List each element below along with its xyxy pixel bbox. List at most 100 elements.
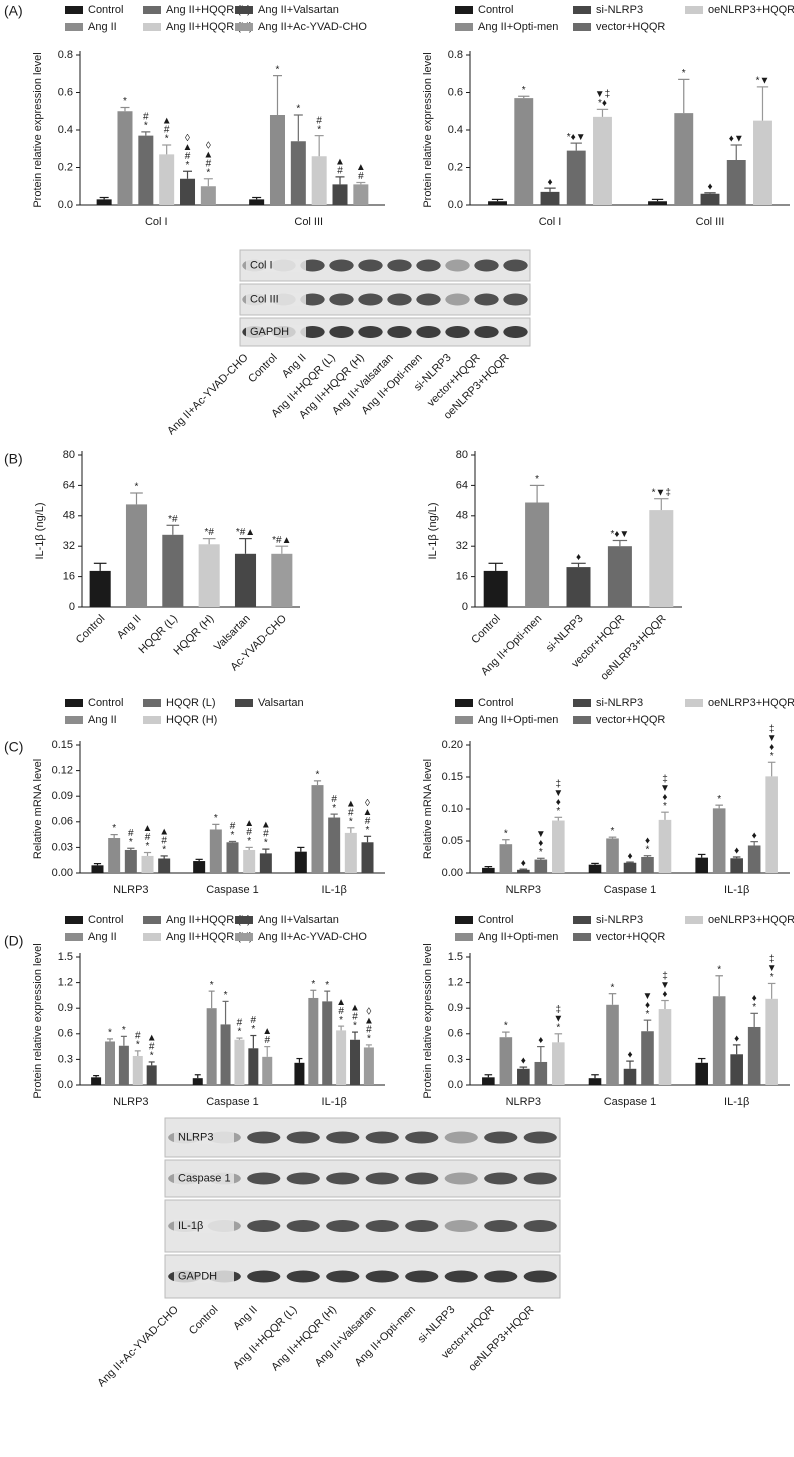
significance-marker: * [366,825,370,836]
y-tick-label: 80 [63,449,75,461]
significance-marker: ♦ [645,1000,650,1011]
significance-marker: ♦ [538,838,543,849]
blot-row-label: GAPDH [250,326,289,338]
significance-marker: * [162,845,166,856]
significance-marker: * [311,979,315,990]
bar [712,808,726,873]
bar [146,1065,157,1085]
bar [525,502,550,607]
bar [517,1068,530,1085]
significance-marker: ▼ [660,980,670,991]
bar [206,1008,217,1085]
significance-marker: *#▲ [272,535,291,546]
significance-marker: ▲ [261,820,271,831]
significance-marker: ♦ [662,792,667,803]
blot-band [523,1220,557,1232]
significance-marker: # [348,807,354,818]
significance-marker: ♦ [627,851,632,862]
bar [765,998,778,1085]
legend-swatch [65,699,83,707]
y-tick-label: 0.00 [52,867,73,879]
significance-marker: ‡ [769,954,775,965]
bar [499,844,513,873]
significance-marker: * [316,769,320,780]
bar [695,857,708,873]
significance-marker: * [210,980,214,991]
bar [220,1024,231,1085]
x-tick-label: Col I [145,216,168,228]
significance-marker: # [263,829,269,840]
blot-band [329,326,354,338]
y-tick-label: 1.5 [58,951,73,963]
y-tick-label: 0.06 [52,816,73,828]
blot-label-bg [174,1130,234,1145]
blot-band [405,1220,439,1232]
significance-marker: ♦ [576,552,581,563]
significance-marker: # [365,816,371,827]
legend-label: Control [88,914,123,926]
significance-marker: * [108,1028,112,1039]
significance-marker: * [535,474,539,485]
bar [658,819,672,873]
y-tick-label: 0.2 [58,161,73,173]
x-tick-label: Col III [696,216,725,228]
bar [482,867,495,873]
blot-band [484,1131,518,1144]
legend-swatch [65,716,83,724]
legend-label: Control [478,697,513,709]
y-tick-label: 0.15 [52,739,73,751]
y-tick-label: 0.0 [448,199,463,211]
bar [328,817,341,873]
significance-marker: * [144,121,148,132]
significance-marker: ▲ [183,142,193,153]
significance-marker: * [752,1002,756,1013]
significance-marker: *# [168,514,178,525]
y-tick-label: 0.6 [448,86,463,98]
blot-band [326,1220,360,1232]
legend-swatch [685,916,703,924]
bar [361,842,374,873]
bar [269,115,285,205]
bar [294,851,307,873]
y-tick-label: 0.6 [58,1028,73,1040]
significance-marker: * [646,844,650,855]
blot-strip [239,317,531,347]
legend-label: oeNLRP3+HQQR [708,697,794,709]
blot-band [445,293,470,306]
significance-marker: * [504,828,508,839]
y-axis-label: Relative mRNA level [422,759,434,859]
bar [488,201,507,205]
significance-marker: *♦▼ [567,132,586,143]
panel-label: (A) [4,3,23,19]
legend-label: Valsartan [258,697,304,709]
x-tick-label: IL-1β [322,884,347,896]
significance-marker: * [556,1022,560,1033]
significance-marker: ▲ [159,827,169,838]
y-tick-label: 0.8 [58,49,73,61]
y-tick-label: 0.0 [58,199,73,211]
significance-marker: ♦ [734,1034,739,1045]
legend-label: Ang II+Ac-YVAD-CHO [258,931,367,943]
bar [259,853,272,873]
panel-label: (C) [4,739,23,755]
bar [308,997,319,1085]
blot-band [247,1131,281,1144]
blot-band [416,293,441,306]
y-tick-label: 1.2 [58,977,73,989]
blot-band [523,1131,557,1144]
significance-marker: * [264,838,268,849]
significance-marker: *#▲ [236,527,255,538]
y-tick-label: 16 [456,571,468,583]
blot-band [365,1172,399,1185]
x-tick-label: Control [74,613,108,647]
y-tick-label: 0.4 [58,124,73,136]
blot-band [405,1131,439,1144]
bar [344,832,357,873]
x-tick-label: IL-1β [724,884,749,896]
bar [322,1001,333,1085]
legend-label: si-NLRP3 [596,697,643,709]
blot-band [523,1270,557,1283]
y-tick-label: 1.2 [448,977,463,989]
legend-label: si-NLRP3 [596,914,643,926]
